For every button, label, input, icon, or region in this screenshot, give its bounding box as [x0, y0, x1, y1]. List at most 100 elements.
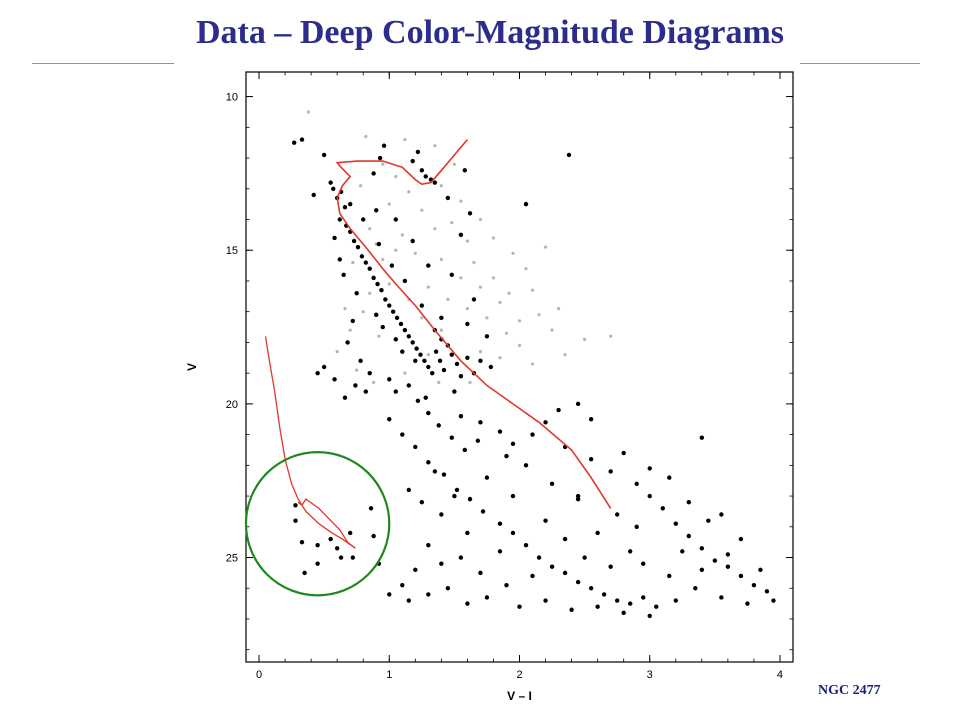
field-star-point [452, 162, 456, 166]
member-star-point [706, 518, 711, 523]
member-star-point [311, 192, 316, 198]
field-star-point [413, 251, 417, 255]
field-stars-layer [306, 110, 613, 384]
member-star-point [699, 435, 705, 440]
member-star-point [439, 315, 444, 321]
member-star-point [347, 530, 353, 536]
member-star-point [341, 272, 346, 278]
field-star-point [556, 307, 561, 311]
member-star-point [497, 429, 503, 434]
member-star-point [332, 235, 337, 241]
member-star-point [315, 543, 320, 548]
y-tick-label: 20 [226, 399, 238, 411]
member-star-point [634, 481, 639, 486]
field-star-point [377, 334, 381, 338]
field-star-point [498, 300, 502, 305]
member-star-point [347, 201, 353, 207]
highlight-circle [244, 450, 391, 597]
field-star-point [361, 310, 365, 314]
member-star-point [371, 533, 376, 539]
member-star-point [484, 595, 490, 600]
member-star-point [406, 598, 411, 603]
field-star-point [381, 162, 385, 166]
member-star-point [376, 241, 382, 247]
member-star-point [423, 395, 428, 400]
member-star-point [467, 211, 473, 216]
member-star-point [367, 370, 372, 376]
member-star-point [291, 140, 297, 145]
field-star-point [439, 257, 443, 262]
member-star-point [660, 506, 665, 511]
member-star-point [445, 195, 451, 201]
title-rule-left [32, 63, 174, 64]
member-star-point [430, 370, 435, 376]
field-star-point [459, 199, 463, 203]
member-star-point [426, 410, 431, 416]
member-star-point [337, 257, 342, 262]
member-star-point [454, 361, 460, 367]
member-star-point [400, 349, 405, 354]
field-star-point [306, 110, 311, 114]
member-star-point [725, 564, 731, 569]
member-star-point [510, 530, 516, 536]
member-star-point [371, 275, 376, 281]
member-star-point [654, 604, 659, 609]
member-star-point [374, 312, 379, 317]
field-star-point [530, 362, 535, 366]
field-star-point [543, 245, 548, 249]
member-star-point [374, 208, 379, 213]
member-star-point [458, 555, 464, 560]
member-star-point [699, 567, 705, 573]
field-star-point [524, 267, 528, 271]
field-star-point [433, 227, 437, 231]
member-star-point [686, 500, 692, 505]
member-star-point [426, 543, 431, 548]
member-star-point [621, 450, 626, 456]
field-star-point [498, 356, 502, 360]
member-star-point [410, 340, 415, 345]
member-star-point [523, 201, 529, 207]
member-star-point [523, 543, 529, 548]
member-star-point [406, 383, 411, 388]
member-star-point [402, 278, 408, 284]
member-star-point [400, 582, 405, 588]
member-star-point [517, 604, 522, 609]
member-star-point [569, 607, 574, 612]
field-star-point [507, 291, 511, 295]
member-star-point [725, 552, 731, 557]
field-star-point [439, 328, 443, 332]
member-star-point [575, 579, 581, 585]
isochrone-highlight-line [264, 336, 356, 549]
member-star-point [771, 598, 776, 603]
member-star-point [426, 460, 431, 465]
field-star-point [537, 313, 541, 317]
member-star-point [628, 549, 633, 554]
member-star-point [582, 555, 587, 560]
member-star-point [394, 315, 400, 321]
y-axis-label: V [185, 363, 199, 371]
field-star-point [394, 248, 398, 252]
member-star-point [595, 604, 600, 609]
member-star-point [758, 567, 763, 573]
member-star-point [628, 601, 633, 606]
field-star-point [517, 343, 522, 348]
member-star-point [745, 601, 750, 606]
member-star-point [332, 377, 337, 382]
member-star-point [419, 500, 425, 505]
member-star-point [588, 586, 594, 591]
member-star-point [484, 475, 490, 480]
member-star-point [543, 518, 548, 523]
field-star-point [437, 380, 441, 384]
member-star-point [719, 512, 724, 517]
member-star-point [353, 383, 358, 388]
member-star-point [608, 469, 613, 474]
member-star-point [445, 586, 451, 591]
member-star-point [641, 561, 646, 566]
field-star-point [372, 380, 376, 384]
member-star-point [432, 469, 438, 474]
member-star-point [321, 152, 327, 158]
member-star-point [647, 613, 652, 619]
member-star-point [393, 337, 398, 342]
member-star-point [393, 389, 398, 394]
member-star-point [321, 364, 327, 370]
